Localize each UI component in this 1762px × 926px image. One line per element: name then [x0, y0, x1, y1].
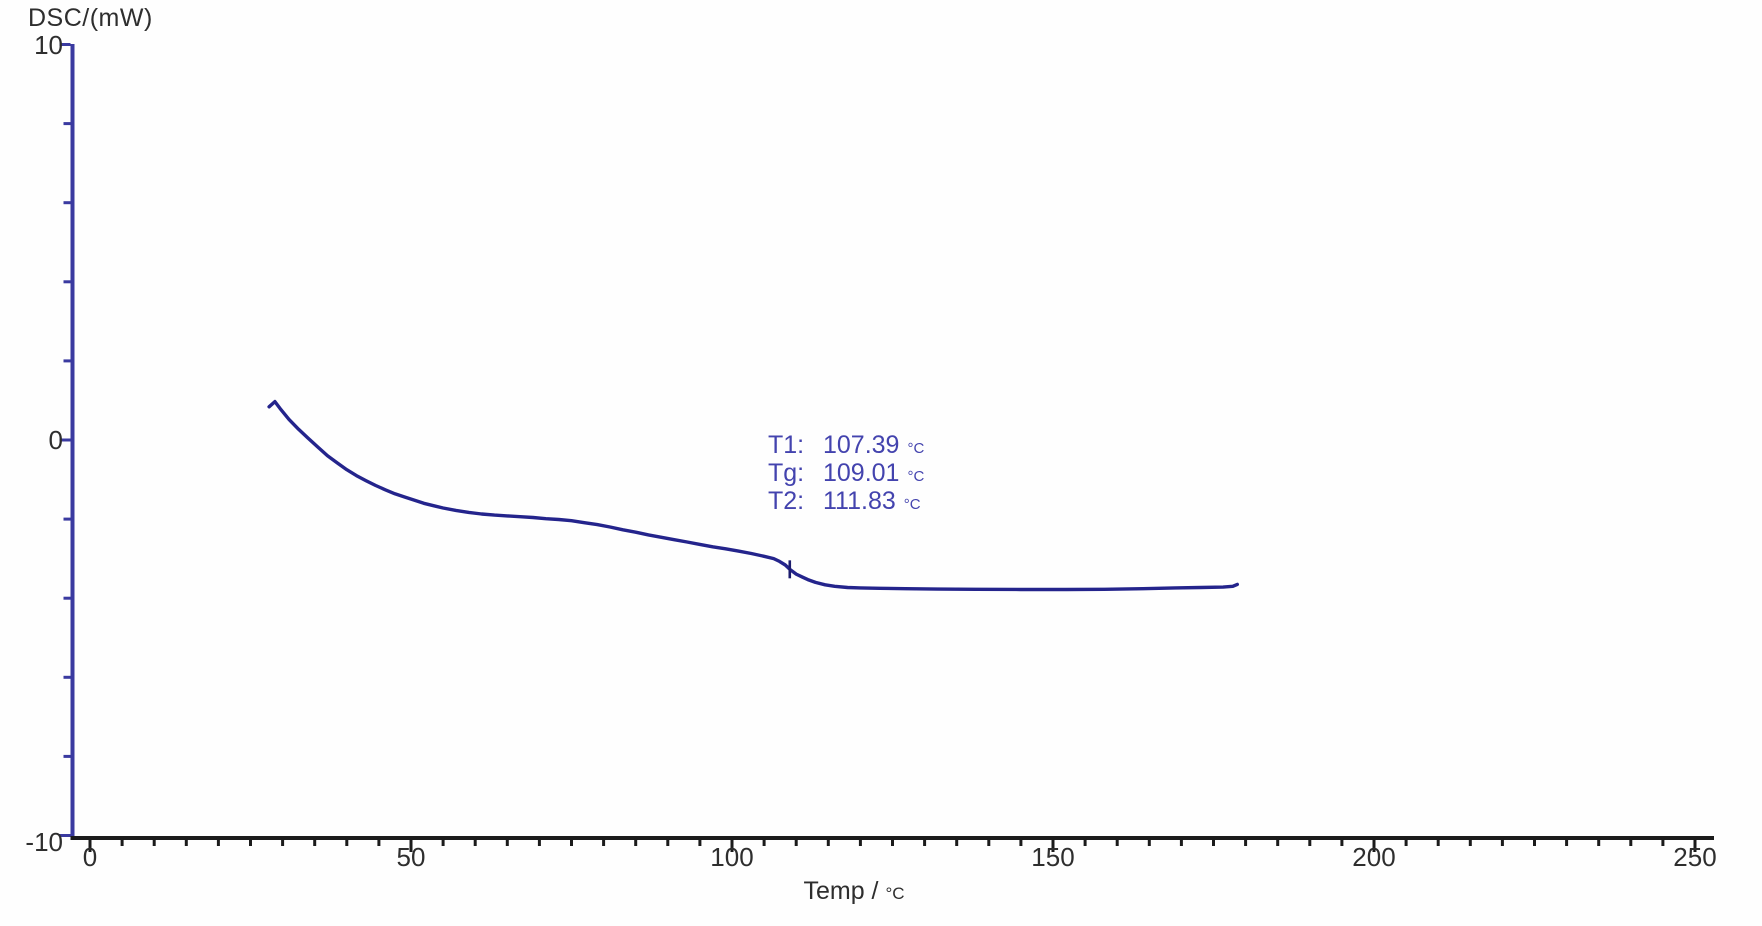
annotation-value: 107.39 — [823, 431, 900, 459]
y-tick-label: 10 — [34, 29, 63, 60]
transition-annotation-block: T1: 107.39 °C Tg: 109.01 °C T2: 111.83 °C — [768, 433, 924, 517]
x-tick-label: 50 — [396, 842, 426, 872]
annotation-unit: °C — [907, 468, 925, 485]
annotation-value: 109.01 — [823, 459, 900, 487]
y-tick-label: 0 — [48, 425, 63, 455]
annotation-row: Tg: 109.01 °C — [768, 461, 924, 489]
x-tick-label: 0 — [82, 842, 98, 872]
y-tick-label: -10 — [25, 826, 63, 857]
annotation-label: T2: — [768, 487, 805, 515]
dsc-curve — [267, 399, 1240, 592]
x-axis-title: Temp / °C — [803, 877, 904, 906]
annotation-unit: °C — [903, 496, 921, 513]
x-tick-label: 100 — [710, 842, 754, 872]
x-tick-label: 250 — [1673, 842, 1717, 872]
x-axis-title-unit: °C — [885, 884, 905, 903]
x-tick-label: 200 — [1352, 842, 1396, 872]
x-axis-title-text: Temp / — [803, 877, 879, 905]
y-axis-title: DSC/(mW) — [28, 4, 153, 32]
annotation-row: T2: 111.83 °C — [768, 489, 924, 517]
annotation-row: T1: 107.39 °C — [768, 433, 924, 461]
annotation-value: 111.83 — [823, 487, 896, 515]
annotation-label: Tg: — [768, 459, 805, 487]
annotation-label: T1: — [768, 431, 805, 459]
x-tick-label: 150 — [1031, 842, 1075, 872]
annotation-unit: °C — [907, 440, 925, 457]
